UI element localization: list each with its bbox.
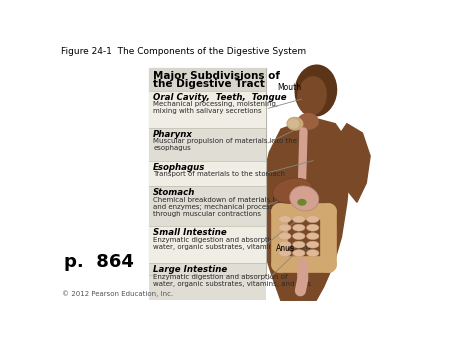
Text: Stomach: Stomach	[153, 188, 195, 197]
Text: Muscular propulsion of materials into the
esophagus: Muscular propulsion of materials into th…	[153, 138, 297, 151]
Ellipse shape	[306, 241, 319, 248]
Bar	[149, 263, 266, 300]
Text: the Digestive Tract: the Digestive Tract	[153, 79, 265, 89]
Bar	[149, 68, 266, 91]
Ellipse shape	[292, 233, 305, 240]
Text: Small Intestine: Small Intestine	[153, 228, 227, 237]
Ellipse shape	[292, 224, 305, 231]
Text: p.  864: p. 864	[64, 253, 134, 271]
Text: Mouth: Mouth	[277, 83, 301, 92]
Ellipse shape	[279, 250, 291, 257]
Ellipse shape	[297, 76, 327, 116]
Bar	[149, 68, 266, 275]
Text: Anus: Anus	[276, 244, 295, 253]
Ellipse shape	[287, 117, 303, 131]
Ellipse shape	[292, 216, 305, 223]
Ellipse shape	[306, 216, 319, 223]
Text: Large Intestine: Large Intestine	[153, 265, 227, 274]
Ellipse shape	[306, 233, 319, 240]
Text: Major Subdivisions of: Major Subdivisions of	[153, 71, 280, 80]
Text: Enzymatic digestion and absorption of
water, organic substrates, vitamins, and i: Enzymatic digestion and absorption of wa…	[153, 237, 311, 250]
Text: Transport of materials to the stomach: Transport of materials to the stomach	[153, 171, 285, 177]
Bar	[149, 226, 266, 263]
Bar	[149, 186, 266, 226]
Ellipse shape	[279, 233, 291, 240]
Text: Chemical breakdown of materials by acid
and enzymes; mechanical processing
throu: Chemical breakdown of materials by acid …	[153, 197, 298, 217]
Ellipse shape	[306, 250, 319, 257]
Ellipse shape	[279, 216, 291, 223]
Ellipse shape	[273, 178, 313, 203]
Ellipse shape	[279, 224, 291, 231]
Text: Figure 24-1  The Components of the Digestive System: Figure 24-1 The Components of the Digest…	[61, 47, 306, 56]
Bar	[149, 91, 266, 127]
Text: Enzymatic digestion and absorption of
water, organic substrates, vitamins, and i: Enzymatic digestion and absorption of wa…	[153, 274, 311, 287]
Bar	[297, 118, 318, 148]
Ellipse shape	[288, 119, 299, 129]
Polygon shape	[246, 202, 267, 287]
Ellipse shape	[294, 65, 337, 117]
Ellipse shape	[297, 113, 319, 130]
Polygon shape	[334, 124, 370, 202]
Text: © 2012 Pearson Education, Inc.: © 2012 Pearson Education, Inc.	[63, 291, 174, 297]
Ellipse shape	[306, 224, 319, 231]
Bar	[149, 127, 266, 161]
Text: Pharynx: Pharynx	[153, 130, 193, 139]
Text: Mechanical processing, moistening,
mixing with salivary secretions: Mechanical processing, moistening, mixin…	[153, 101, 278, 114]
Text: Oral Cavity,  Teeth,  Tongue: Oral Cavity, Teeth, Tongue	[153, 93, 287, 102]
Text: Esophagus: Esophagus	[153, 163, 206, 172]
Ellipse shape	[292, 250, 305, 257]
Ellipse shape	[290, 186, 319, 211]
Ellipse shape	[297, 199, 306, 206]
Ellipse shape	[279, 241, 291, 248]
Bar	[266, 41, 405, 301]
Polygon shape	[261, 118, 349, 301]
Bar	[149, 161, 266, 186]
Ellipse shape	[292, 241, 305, 248]
